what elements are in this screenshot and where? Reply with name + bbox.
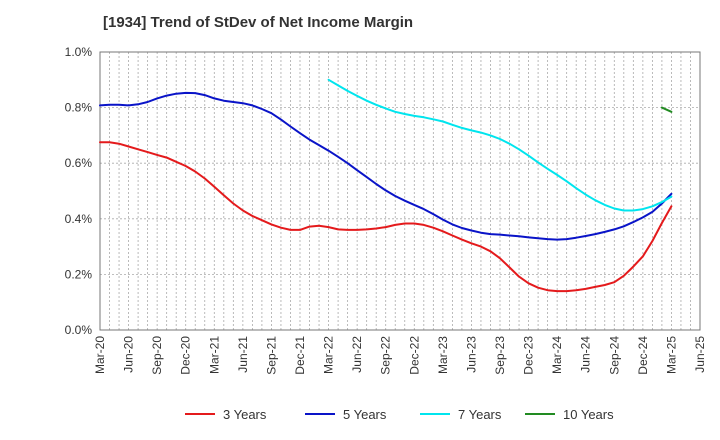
x-tick-label: Dec-21 bbox=[293, 336, 307, 375]
x-tick-label: Mar-20 bbox=[93, 336, 107, 374]
x-tick-label: Sep-21 bbox=[264, 336, 278, 375]
x-tick-label: Sep-22 bbox=[379, 336, 393, 375]
legend-label: 10 Years bbox=[563, 407, 614, 422]
x-tick-label: Jun-25 bbox=[693, 336, 707, 373]
y-tick-label: 1.0% bbox=[65, 45, 93, 59]
x-tick-label: Jun-20 bbox=[122, 336, 136, 373]
series-line-5-years bbox=[99, 91, 673, 241]
x-tick-label: Mar-23 bbox=[436, 336, 450, 374]
x-tick-label: Jun-23 bbox=[464, 336, 478, 373]
x-tick-label: Dec-24 bbox=[636, 336, 650, 375]
plot-area-frame bbox=[99, 51, 701, 331]
x-tick-label: Jun-22 bbox=[350, 336, 364, 373]
y-tick-label: 0.0% bbox=[65, 323, 93, 337]
x-tick-label: Jun-24 bbox=[579, 336, 593, 373]
x-tick-label: Mar-21 bbox=[207, 336, 221, 374]
y-tick-label: 0.6% bbox=[65, 156, 93, 170]
x-tick-label: Mar-24 bbox=[550, 336, 564, 374]
y-tick-label: 0.2% bbox=[65, 267, 93, 281]
legend-label: 5 Years bbox=[343, 407, 387, 422]
legend-label: 7 Years bbox=[458, 407, 502, 422]
y-tick-label: 0.8% bbox=[65, 101, 93, 115]
x-tick-label: Jun-21 bbox=[236, 336, 250, 373]
x-tick-label: Dec-22 bbox=[407, 336, 421, 375]
legend-label: 3 Years bbox=[223, 407, 267, 422]
x-tick-label: Sep-20 bbox=[150, 336, 164, 375]
x-tick-label: Mar-25 bbox=[664, 336, 678, 374]
series-line-3-years bbox=[99, 141, 673, 293]
series-line-7-years bbox=[327, 78, 673, 212]
x-tick-label: Sep-23 bbox=[493, 336, 507, 375]
chart-series bbox=[99, 78, 673, 293]
series-line-10-years bbox=[660, 106, 673, 113]
chart-legend: 3 Years 5 Years 7 Years 10 Years bbox=[185, 407, 614, 422]
chart-grid bbox=[100, 52, 700, 330]
chart-axes: 0.0% 0.2% 0.4% 0.6% 0.8% 1.0% Mar-20 Jun-20 Sep-… bbox=[65, 45, 707, 375]
x-tick-label: Dec-20 bbox=[179, 336, 193, 375]
x-tick-label: Dec-23 bbox=[522, 336, 536, 375]
chart-title: [1934] Trend of StDev of Net Income Marg… bbox=[103, 14, 414, 31]
x-tick-label: Mar-22 bbox=[322, 336, 336, 374]
x-tick-label: Sep-24 bbox=[607, 336, 621, 375]
y-tick-label: 0.4% bbox=[65, 212, 93, 226]
